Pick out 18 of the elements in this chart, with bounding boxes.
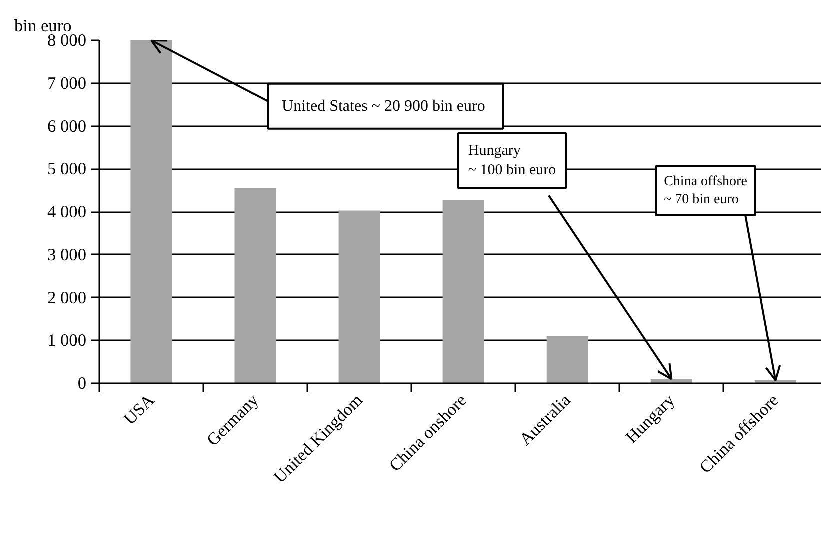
y-tick-label: 6 000 xyxy=(48,116,87,136)
y-tick-label: 5 000 xyxy=(48,160,87,179)
annotation: China offshore ~ 70 bin euro xyxy=(664,174,748,208)
y-tick-label: 1 000 xyxy=(48,331,87,350)
bar xyxy=(442,200,484,384)
y-tick-label: 0 xyxy=(78,374,87,393)
annotation: United States ~ 20 900 bin euro xyxy=(282,98,486,115)
bar xyxy=(546,336,588,384)
bar xyxy=(650,379,692,384)
x-tick-label: USA xyxy=(120,390,159,429)
y-tick-label: 7 000 xyxy=(48,74,87,93)
y-tick-label: 3 000 xyxy=(48,245,87,264)
y-tick-label: 4 000 xyxy=(48,202,87,222)
annotation: Hungary ~ 100 bin euro xyxy=(468,143,556,178)
y-tick-label: 2 000 xyxy=(48,288,87,308)
bar xyxy=(338,210,380,384)
bar xyxy=(234,188,276,384)
bar xyxy=(130,40,172,384)
